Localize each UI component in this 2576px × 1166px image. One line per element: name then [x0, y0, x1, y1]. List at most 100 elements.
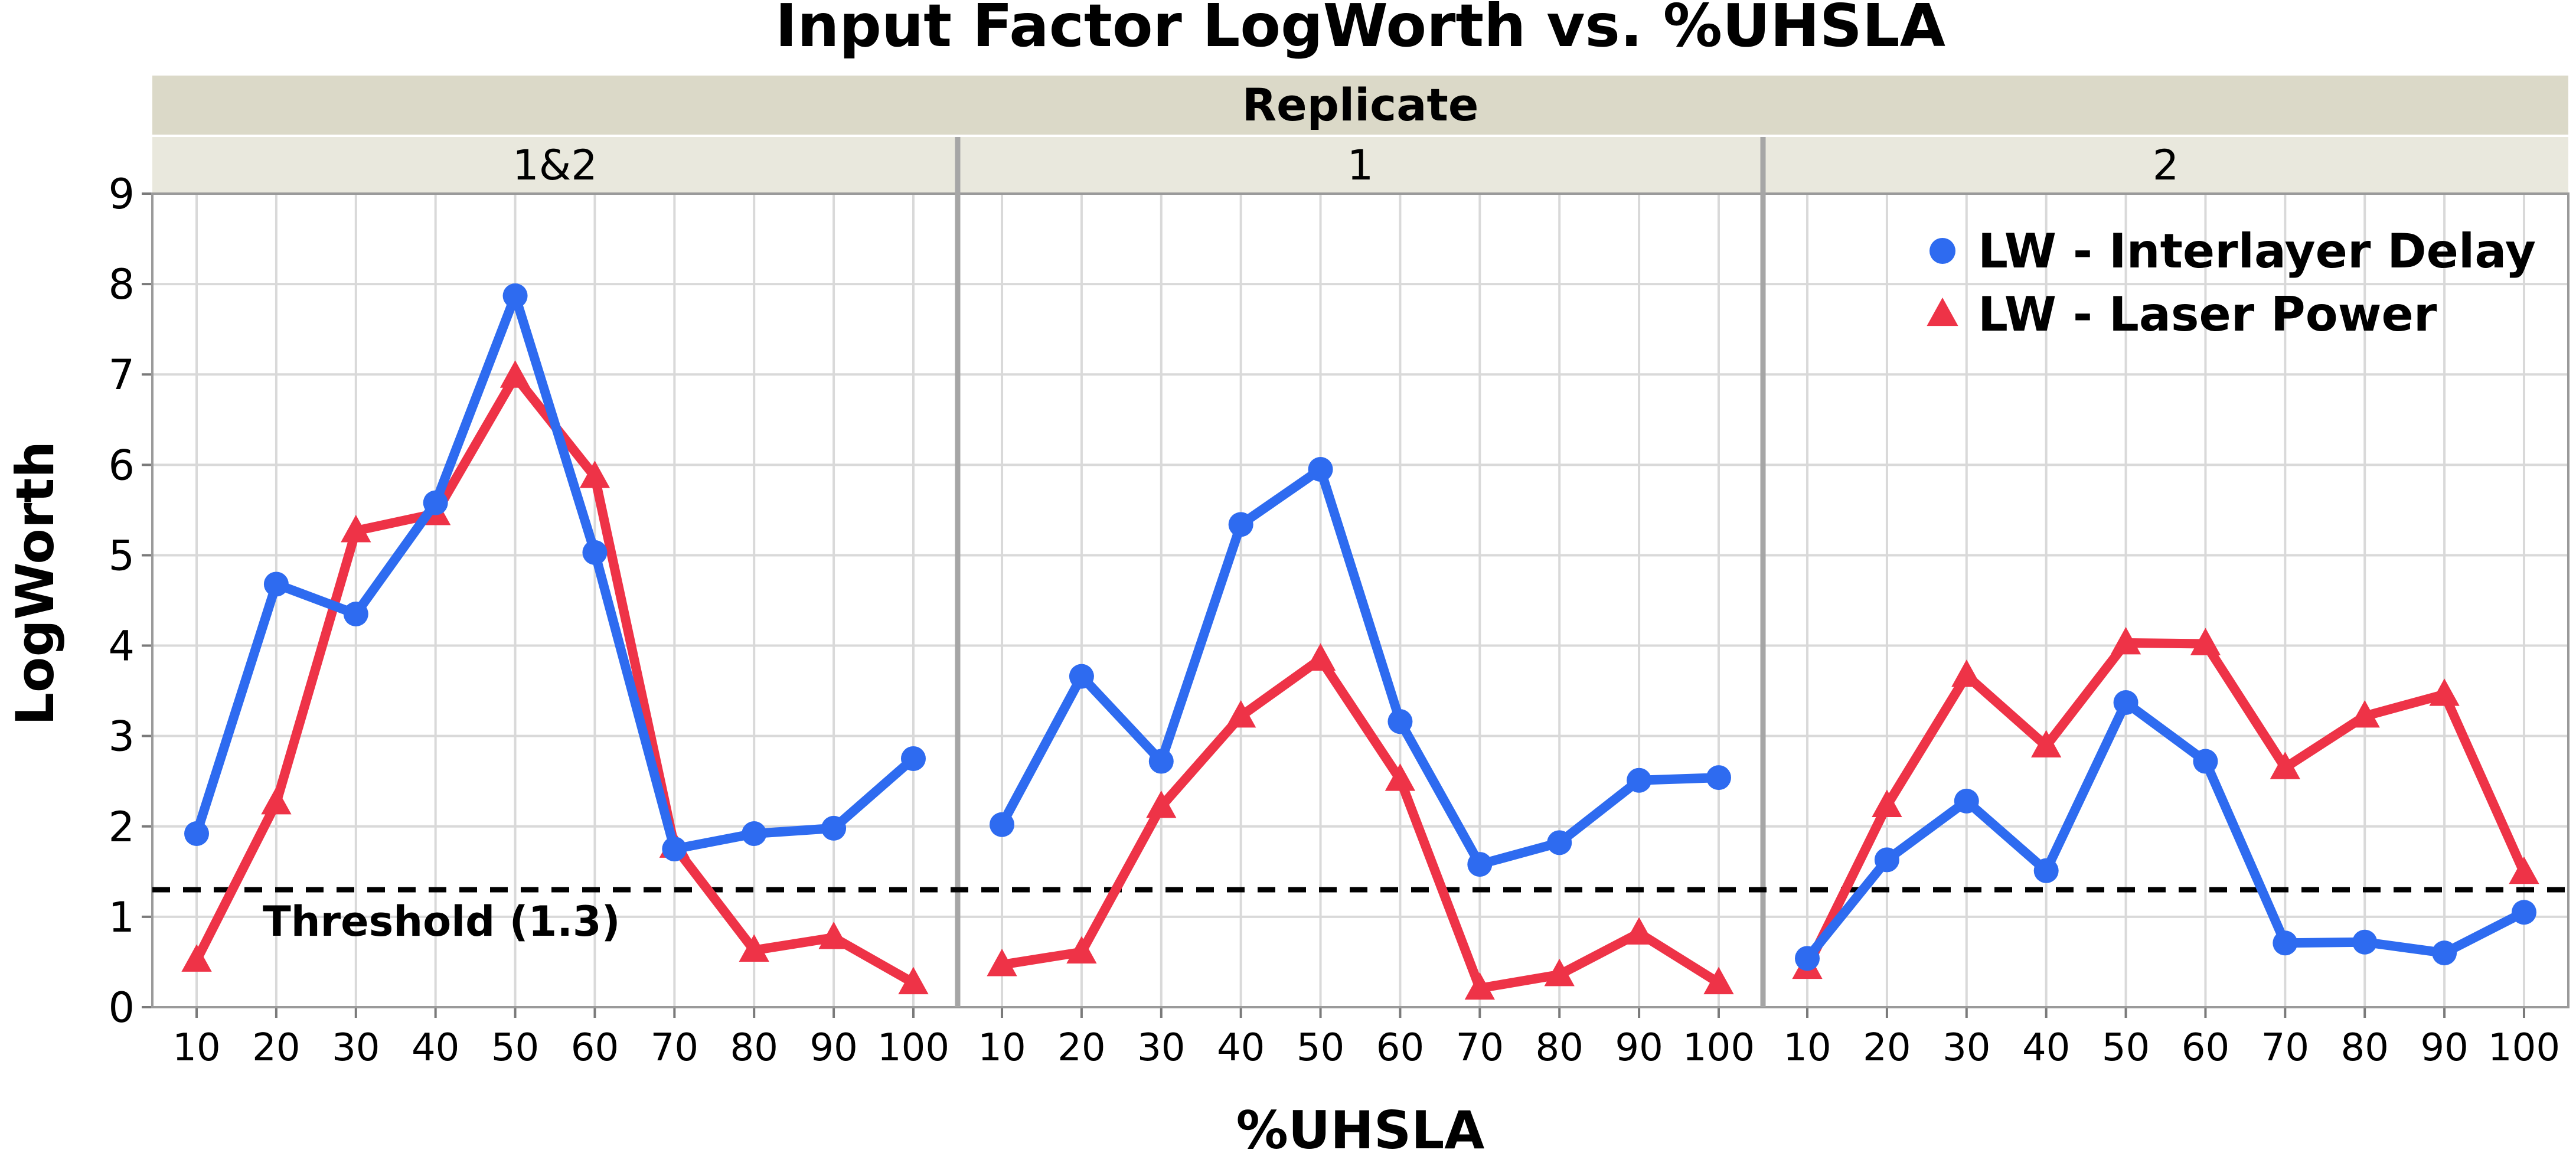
laser-power-point [2270, 752, 2300, 779]
interlayer-delay-point [821, 815, 847, 841]
interlayer-delay-point [1547, 830, 1572, 855]
threshold-label: Threshold (1.3) [263, 897, 621, 946]
laser-power-point [579, 460, 610, 488]
laser-power-point [1066, 936, 1097, 964]
interlayer-delay-point [1706, 765, 1731, 791]
x-tick-label: 70 [651, 1026, 698, 1070]
x-tick-label: 40 [1217, 1026, 1265, 1070]
x-tick-label: 50 [1297, 1026, 1344, 1070]
laser-power-point [1226, 700, 1256, 728]
y-tick-label: 5 [108, 531, 135, 580]
laser-power-point [818, 922, 849, 949]
laser-power-point [2110, 626, 2141, 655]
laser-power-point [1703, 966, 1734, 995]
interlayer-delay-point [2193, 749, 2218, 774]
facet-header-label: 1 [1347, 141, 1374, 190]
interlayer-delay-point [2432, 940, 2457, 966]
laser-power-series-line [997, 654, 1723, 993]
y-tick-label: 2 [108, 803, 135, 851]
interlayer-delay-point [900, 746, 926, 771]
laser-power-point [2349, 700, 2380, 728]
laser-power-point [1305, 643, 1336, 671]
interlayer-delay-point [2273, 930, 2298, 956]
x-tick-label: 100 [1683, 1026, 1755, 1070]
x-tick-label: 100 [2488, 1026, 2560, 1070]
x-tick-label: 10 [1783, 1026, 1831, 1070]
laser-power-point [341, 515, 371, 543]
y-axis-label: LogWorth [5, 441, 66, 726]
interlayer-delay-point [343, 601, 368, 626]
laser-power-point [987, 949, 1017, 976]
laser-power-point [1146, 791, 1177, 818]
facet-header-band [152, 137, 955, 194]
x-tick-label: 80 [730, 1026, 778, 1070]
x-tick-label: 40 [412, 1026, 459, 1070]
facet-header-label: 2 [2153, 141, 2179, 190]
interlayer-delay-point [1874, 847, 1899, 873]
replicate-header-band [152, 76, 2568, 135]
interlayer-delay-point [263, 571, 289, 597]
x-tick-label: 80 [2340, 1026, 2388, 1070]
x-tick-label: 90 [2420, 1026, 2468, 1070]
x-tick-label: 30 [332, 1026, 380, 1070]
interlayer-delay-point [2352, 929, 2378, 955]
laser-power-point [2031, 730, 2062, 757]
interlayer-delay-point [2033, 858, 2059, 883]
interlayer-delay-point [423, 490, 448, 515]
interlayer-delay-point [2113, 690, 2138, 716]
interlayer-delay-point [1069, 664, 1094, 689]
interlayer-delay-point [582, 540, 608, 565]
x-tick-label: 30 [1942, 1026, 1990, 1070]
laser-power-point [1624, 917, 1654, 945]
y-tick-label: 6 [108, 441, 135, 489]
x-tick-label: 60 [2182, 1026, 2229, 1070]
x-axis-label: %UHSLA [1236, 1100, 1485, 1161]
x-tick-label: 20 [1057, 1026, 1105, 1070]
interlayer-delay-point [1387, 709, 1413, 734]
chart-title: Input Factor LogWorth vs. %UHSLA [775, 0, 1945, 60]
x-tick-label: 20 [252, 1026, 300, 1070]
plot-frame [151, 192, 2570, 1008]
x-tick-label: 50 [491, 1026, 539, 1070]
y-tick-label: 9 [108, 170, 135, 218]
interlayer-delay-point [1308, 456, 1333, 482]
x-tick-label: 50 [2102, 1026, 2150, 1070]
interlayer-delay-point [1148, 749, 1174, 774]
x-tick-label: 100 [877, 1026, 949, 1070]
laser-power-point [898, 966, 929, 995]
interlayer-delay-point [184, 821, 210, 847]
legend-laser-power-label: LW - Laser Power [1978, 287, 2437, 342]
interlayer-delay-series-line [192, 291, 918, 854]
x-tick-label: 70 [2261, 1026, 2309, 1070]
interlayer-delay-point [662, 837, 687, 862]
y-tick-label: 3 [108, 713, 135, 761]
legend-laser-power-marker [1927, 298, 1958, 326]
facet-header-label: 1&2 [512, 141, 598, 190]
x-tick-label: 40 [2022, 1026, 2070, 1070]
facet-header-band [1765, 137, 2568, 194]
x-tick-label: 80 [1535, 1026, 1583, 1070]
laser-power-point [1544, 958, 1575, 987]
y-tick-label: 4 [108, 622, 135, 671]
laser-power-point [2429, 678, 2460, 706]
laser-power-point [739, 934, 769, 962]
laser-power-point [2509, 856, 2539, 884]
laser-power-point [261, 786, 292, 815]
legend-interlayer-delay-marker [1929, 238, 1955, 264]
interlayer-delay-point [1954, 788, 1979, 814]
x-tick-label: 30 [1137, 1026, 1185, 1070]
laser-power-point [1385, 763, 1416, 791]
x-tick-label: 60 [571, 1026, 619, 1070]
y-tick-label: 0 [108, 984, 135, 1032]
interlayer-delay-series-line [997, 464, 1723, 870]
interlayer-delay-point [1795, 946, 1820, 971]
interlayer-delay-point [1228, 512, 1253, 537]
x-tick-label: 20 [1863, 1026, 1911, 1070]
y-tick-label: 8 [108, 260, 135, 309]
x-tick-label: 90 [1615, 1026, 1663, 1070]
x-tick-label: 10 [978, 1026, 1026, 1070]
replicate-header-label: Replicate [1242, 79, 1479, 131]
